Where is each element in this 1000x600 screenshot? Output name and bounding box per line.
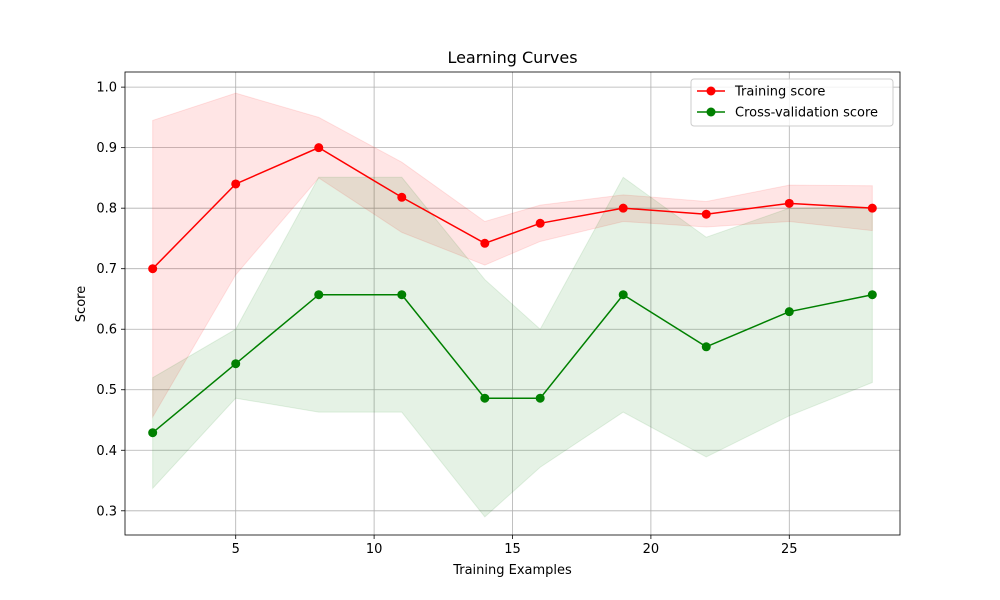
series-0-band xyxy=(152,92,873,419)
series-0-point xyxy=(535,218,545,228)
series-1-point xyxy=(231,359,241,369)
y-tick-label: 0.4 xyxy=(96,444,117,459)
series-1-point xyxy=(397,290,407,300)
series-0-point xyxy=(480,238,490,248)
x-tick-label: 10 xyxy=(366,542,383,557)
series-0-point xyxy=(148,264,158,274)
y-tick-label: 0.5 xyxy=(96,383,117,398)
y-tick-label: 0.9 xyxy=(96,141,117,156)
series-1-band xyxy=(152,176,873,518)
series-1-point xyxy=(618,290,628,300)
y-tick-label: 0.6 xyxy=(96,323,117,338)
series-1-point xyxy=(314,290,324,300)
legend-marker-0 xyxy=(706,86,716,96)
series-0-point xyxy=(397,192,407,202)
y-tick-label: 0.8 xyxy=(96,202,117,217)
series-1-point xyxy=(867,290,877,300)
series-0-point xyxy=(784,198,794,208)
x-tick-label: 5 xyxy=(232,542,240,557)
series-0-line xyxy=(152,146,873,270)
x-tick-label: 15 xyxy=(504,542,521,557)
series-0-point xyxy=(231,179,241,189)
legend-marker-1 xyxy=(706,107,716,117)
x-tick-label: 25 xyxy=(781,542,798,557)
series-0-point xyxy=(618,203,628,213)
chart-title: Learning Curves xyxy=(447,48,577,67)
y-axis-label: Score xyxy=(74,286,89,322)
legend: Training score Cross-validation score xyxy=(690,78,894,127)
series-1-point xyxy=(480,393,490,403)
y-tick-label: 0.3 xyxy=(96,504,117,519)
series-1-point xyxy=(701,342,711,352)
series-1-point xyxy=(535,393,545,403)
series-0-point xyxy=(314,143,324,153)
x-tick-label: 20 xyxy=(643,542,660,557)
series-1-point xyxy=(148,428,158,438)
y-tick-label: 0.7 xyxy=(96,262,117,277)
series-1-line xyxy=(152,293,873,434)
legend-label-1: Cross-validation score xyxy=(735,106,878,121)
series-1-point xyxy=(784,307,794,317)
legend-label-0: Training score xyxy=(734,85,825,100)
legend-box xyxy=(690,78,894,127)
y-tick-label: 1.0 xyxy=(96,81,117,96)
series-0-point xyxy=(867,203,877,213)
series-0-point xyxy=(701,209,711,219)
plot-area: 5 10 15 20 25 0.3 0.4 0.5 0.6 0.7 0.8 0.9 1.0 xyxy=(96,71,901,557)
x-axis-label: Training Examples xyxy=(452,563,572,578)
